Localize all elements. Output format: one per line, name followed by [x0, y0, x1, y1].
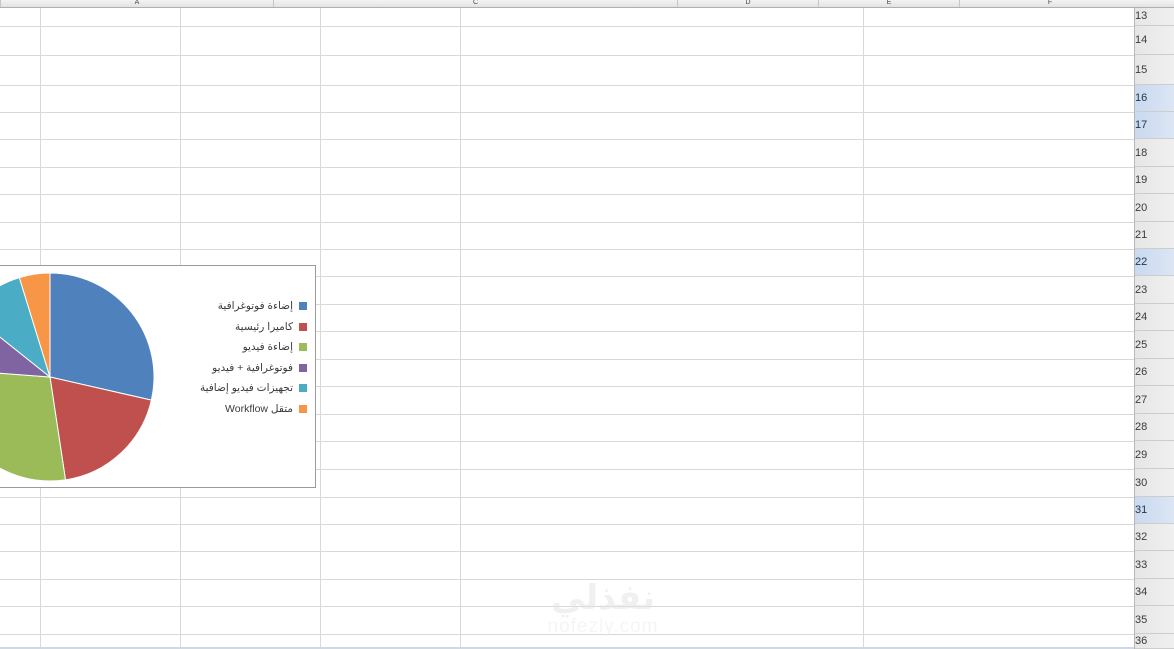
gridline-horizontal: [0, 249, 1135, 250]
pie-chart-object[interactable]: إضاءة فوتوغرافية كاميرا رئيسية إضاءة فيديو…: [0, 265, 316, 488]
legend-label: فوتوغرافية + فيديو: [212, 361, 293, 374]
legend-item-1[interactable]: إضاءة فوتوغرافية: [187, 300, 307, 312]
gridline-horizontal: [0, 606, 1135, 607]
gridline-horizontal: [0, 469, 1135, 470]
gridline-horizontal: [0, 359, 1135, 360]
gridline-horizontal: [0, 551, 1135, 552]
gridline-horizontal: [0, 441, 1135, 442]
row-header-27[interactable]: 27: [1135, 386, 1174, 414]
row-header-25[interactable]: 25: [1135, 331, 1174, 359]
row-header-18[interactable]: 18: [1135, 139, 1174, 167]
grid-background: [0, 7, 1135, 649]
gridline-horizontal: [0, 497, 1135, 498]
row-header-21[interactable]: 21: [1135, 222, 1174, 249]
gridline-horizontal: [0, 26, 1135, 27]
legend-item-3[interactable]: إضاءة فيديو: [187, 341, 307, 353]
legend-swatch-icon: [299, 384, 307, 392]
row-header-16[interactable]: 16: [1135, 85, 1174, 112]
gridline-horizontal: [0, 139, 1135, 140]
pie-svg: [0, 272, 155, 482]
pie-slice-1[interactable]: [49, 272, 155, 401]
gridline-horizontal: [0, 85, 1135, 86]
gridline-horizontal: [0, 331, 1135, 332]
legend-item-2[interactable]: كاميرا رئيسية: [187, 321, 307, 333]
column-header-a[interactable]: A: [0, 0, 273, 7]
row-header-19[interactable]: 19: [1135, 167, 1174, 194]
gridline-horizontal: [0, 276, 1135, 277]
row-header-33[interactable]: 33: [1135, 551, 1174, 579]
row-header-22[interactable]: 22: [1135, 249, 1174, 276]
bottom-selection-edge: [0, 647, 1135, 649]
pie-slice-6[interactable]: [18, 272, 51, 378]
legend-swatch-icon: [299, 404, 307, 413]
row-header-29[interactable]: 29: [1135, 441, 1174, 469]
column-header-d[interactable]: D: [677, 0, 818, 7]
row-header-15[interactable]: 15: [1135, 55, 1174, 85]
gridline-horizontal: [0, 634, 1135, 635]
gridline-horizontal: [0, 112, 1135, 113]
chart-legend: إضاءة فوتوغرافية كاميرا رئيسية إضاءة فيديو…: [187, 300, 307, 415]
gridline-vertical: [320, 7, 321, 649]
legend-label: كاميرا رئيسية: [235, 320, 293, 333]
row-header-24[interactable]: 24: [1135, 304, 1174, 331]
legend-swatch-icon: [299, 343, 307, 351]
pie-slice-3[interactable]: [0, 369, 67, 482]
row-number-gutter[interactable]: 13 14 15 16 17 18 19 20 21 22 23 24 25 26 27 28 29 30 31 32…: [1134, 7, 1174, 649]
legend-item-6[interactable]: متقل Workflow: [187, 403, 307, 415]
gridline-horizontal: [0, 414, 1135, 415]
gridline-horizontal: [0, 222, 1135, 223]
pie-chart-graphic: [0, 270, 166, 484]
legend-label: متقل Workflow: [225, 402, 293, 415]
legend-item-5[interactable]: تجهيزات فيديو إضافية: [187, 382, 307, 394]
legend-swatch-icon: [299, 322, 307, 331]
legend-label: إضاءة فوتوغرافية: [217, 300, 293, 312]
row-header-23[interactable]: 23: [1135, 276, 1174, 304]
gridline-vertical: [863, 7, 864, 649]
gridline-horizontal: [0, 386, 1135, 387]
row-header-32[interactable]: 32: [1135, 524, 1174, 551]
gridline-horizontal: [0, 304, 1135, 305]
gridline-vertical: [460, 7, 461, 649]
gridline-horizontal: [0, 55, 1135, 56]
row-header-14[interactable]: 14: [1135, 26, 1174, 55]
row-header-13[interactable]: 13: [1135, 7, 1174, 26]
gridline-horizontal: [0, 194, 1135, 195]
row-header-30[interactable]: 30: [1135, 469, 1174, 497]
row-header-36[interactable]: 36: [1135, 634, 1174, 649]
row-header-26[interactable]: 26: [1135, 359, 1174, 386]
legend-item-4[interactable]: فوتوغرافية + فيديو: [187, 362, 307, 374]
column-header-e[interactable]: E: [818, 0, 959, 7]
gridline-horizontal: [0, 579, 1135, 580]
legend-label: تجهيزات فيديو إضافية: [199, 382, 293, 394]
row-header-31[interactable]: 31: [1135, 497, 1174, 524]
pie-slice-2[interactable]: [49, 376, 152, 481]
row-header-35[interactable]: 35: [1135, 606, 1174, 634]
gridline-horizontal: [0, 167, 1135, 168]
row-header-20[interactable]: 20: [1135, 194, 1174, 222]
gridline-horizontal: [0, 524, 1135, 525]
row-header-34[interactable]: 34: [1135, 579, 1174, 606]
column-header-c[interactable]: C: [273, 0, 677, 7]
legend-swatch-icon: [299, 363, 307, 372]
legend-label: إضاءة فيديو: [242, 341, 293, 353]
legend-swatch-icon: [299, 302, 307, 310]
column-header-f[interactable]: F: [959, 0, 1140, 7]
row-header-28[interactable]: 28: [1135, 414, 1174, 441]
row-header-17[interactable]: 17: [1135, 112, 1174, 139]
